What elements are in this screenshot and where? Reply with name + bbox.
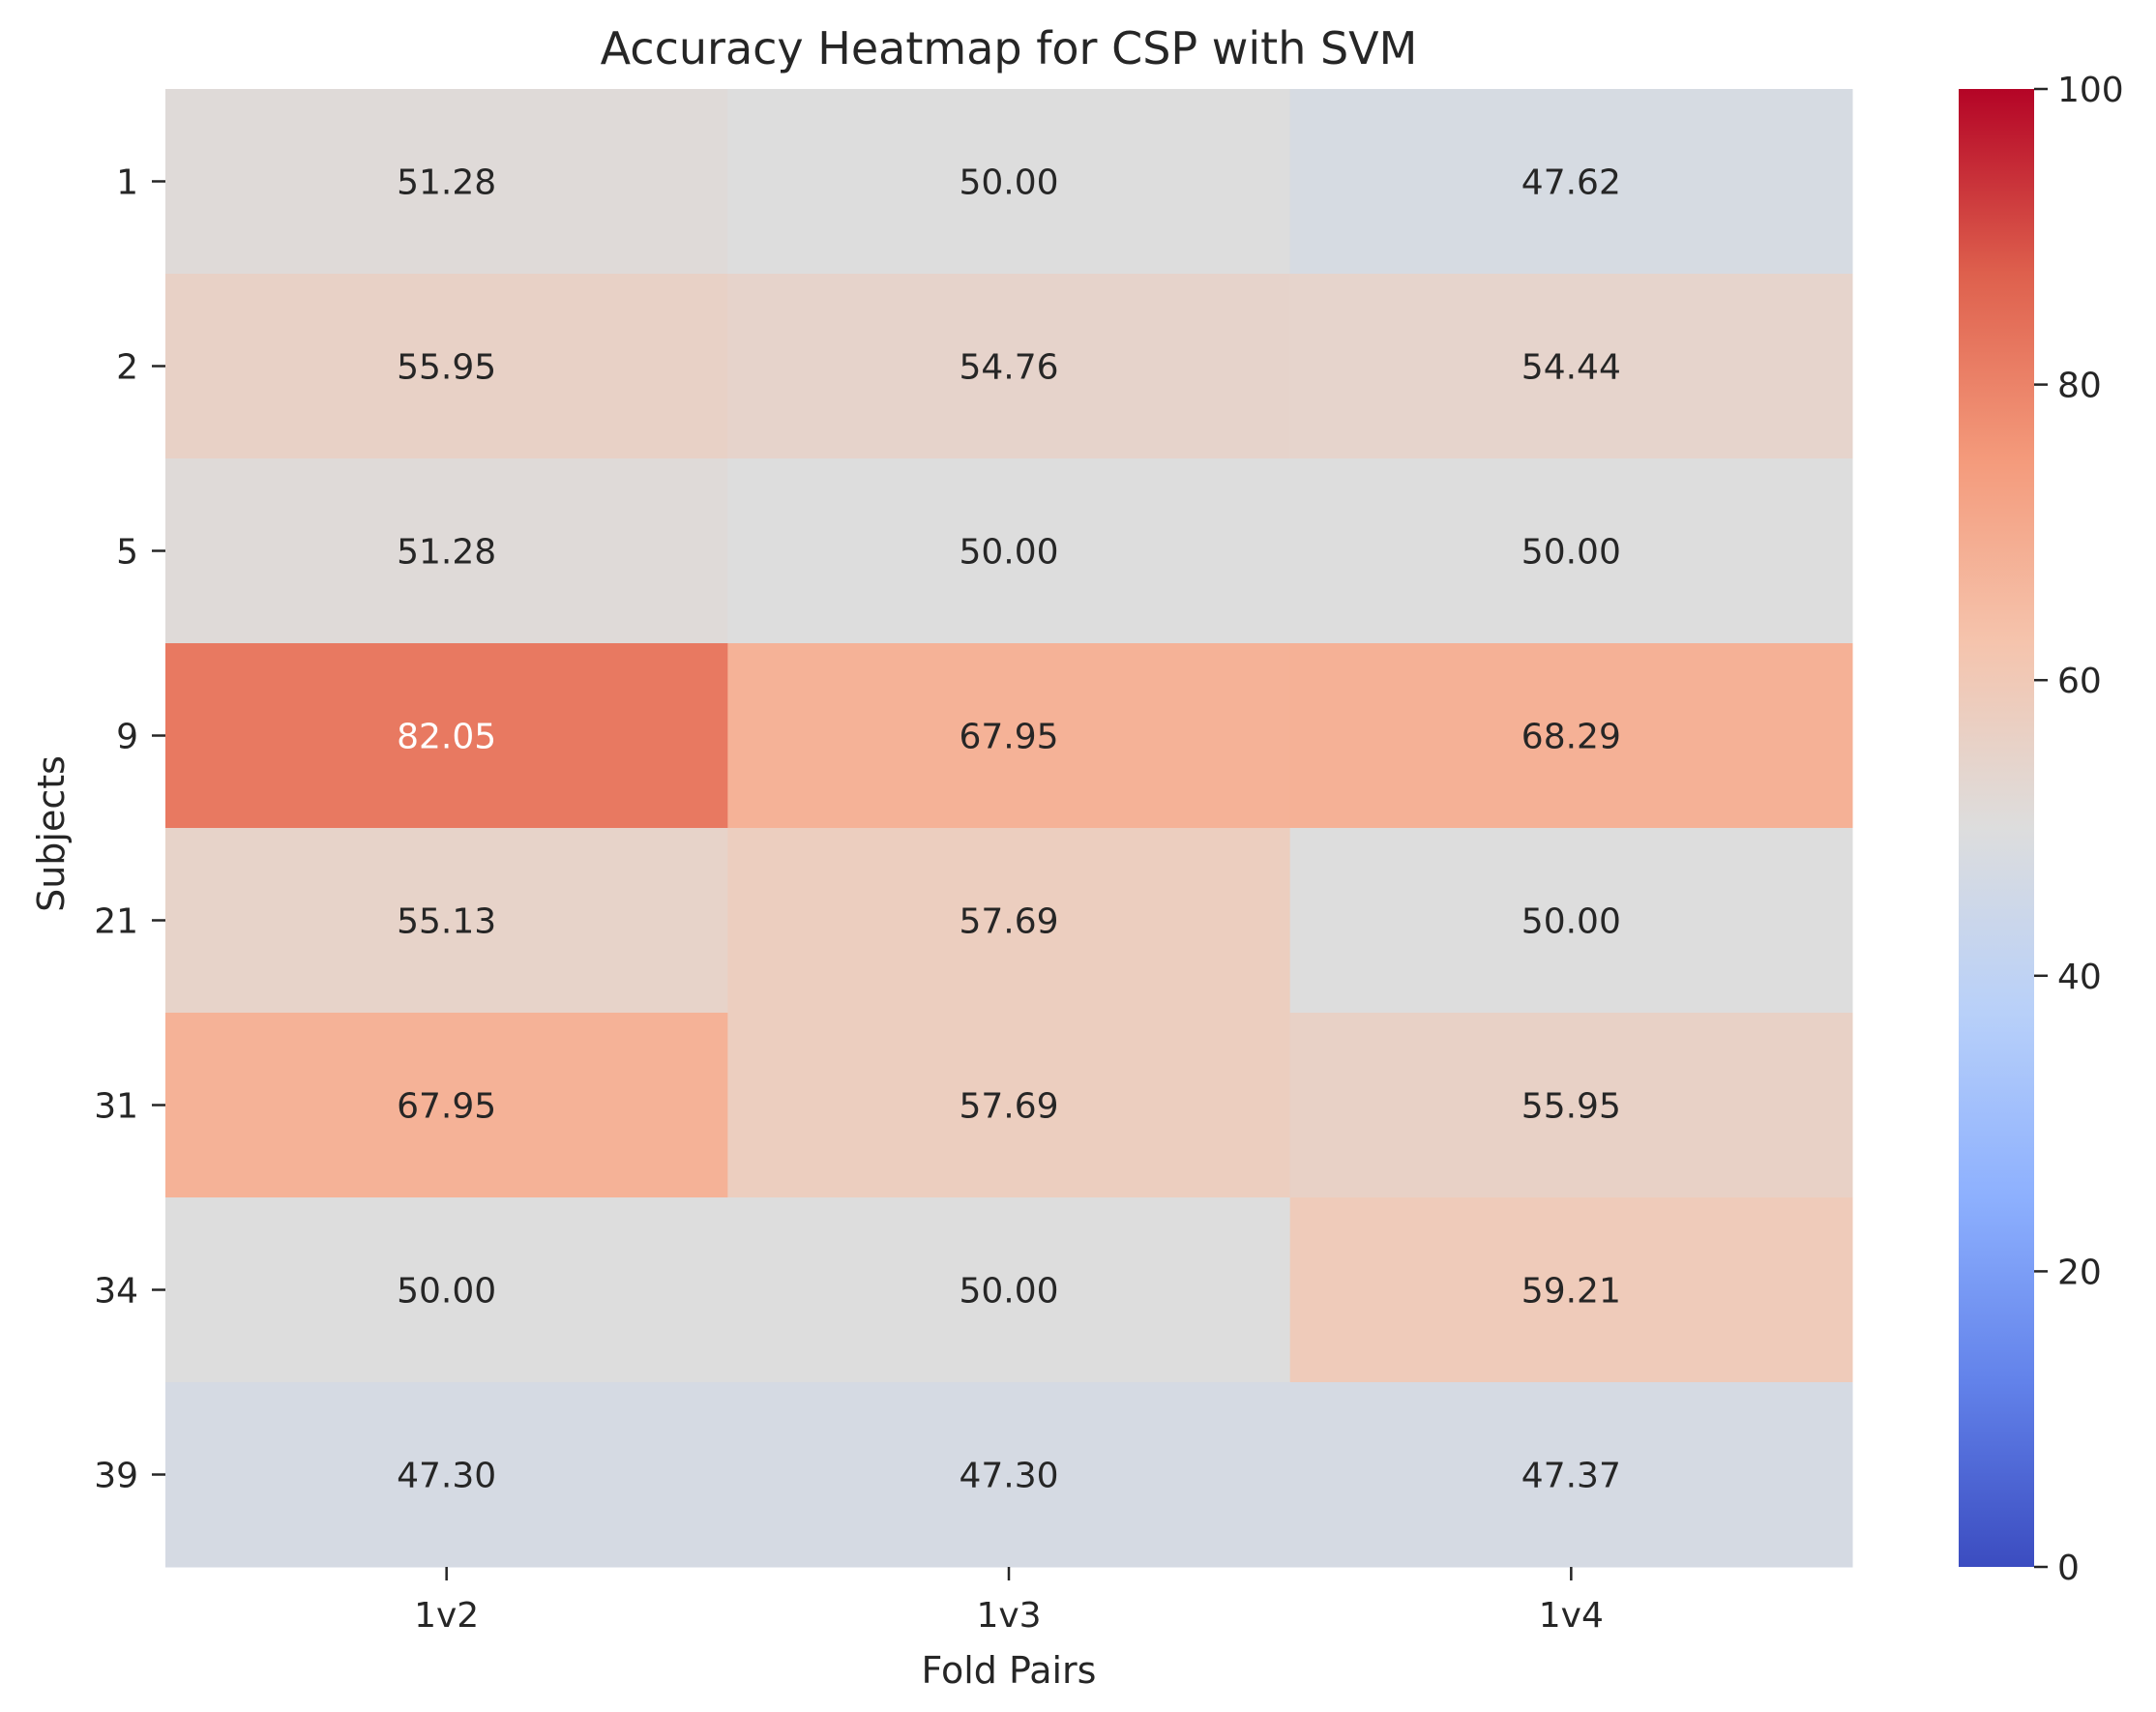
y-tick-label-6: 34 bbox=[94, 1272, 138, 1312]
y-tick-label-4: 21 bbox=[94, 902, 138, 942]
cell-value-label-r0-c0: 51.28 bbox=[397, 163, 496, 203]
cell-value-label-r0-c2: 47.62 bbox=[1521, 163, 1621, 203]
y-axis-label: Subjects bbox=[30, 755, 73, 912]
heatmap-cell-r7-c1 bbox=[727, 1382, 1291, 1568]
cell-value-label-r3-c0: 82.05 bbox=[397, 718, 496, 757]
heatmap-cell-r0-c2 bbox=[1289, 89, 1853, 275]
cell-value-label-r3-c2: 68.29 bbox=[1521, 718, 1621, 757]
cell-value-label-r5-c2: 55.95 bbox=[1521, 1087, 1621, 1127]
heatmap-cell-r3-c2 bbox=[1289, 643, 1853, 829]
x-tick-label-0: 1v2 bbox=[414, 1596, 479, 1636]
heatmap-cell-r2-c2 bbox=[1289, 458, 1853, 644]
colorbar: 0 20 40 60 80 100 bbox=[1959, 71, 2124, 1588]
heatmap-cell-r6-c0 bbox=[165, 1197, 728, 1383]
heatmap-cell-r2-c0 bbox=[165, 458, 728, 644]
cell-value-labels: 51.28 50.00 47.62 55.95 54.76 54.44 51.28 50.00… bbox=[397, 163, 1621, 1496]
heatmap-cell-r7-c0 bbox=[165, 1382, 728, 1568]
cell-value-label-r7-c0: 47.30 bbox=[397, 1457, 496, 1496]
heatmap-cell-r6-c2 bbox=[1289, 1197, 1853, 1383]
heatmap-cell-r4-c2 bbox=[1289, 828, 1853, 1014]
colorbar-tick-label-2: 40 bbox=[2057, 958, 2102, 997]
cell-value-label-r1-c1: 54.76 bbox=[959, 348, 1058, 388]
cell-value-label-r1-c0: 55.95 bbox=[397, 348, 496, 388]
cell-value-label-r2-c0: 51.28 bbox=[397, 533, 496, 573]
heatmap-cell-r2-c1 bbox=[727, 458, 1291, 644]
colorbar-tick-label-4: 80 bbox=[2057, 367, 2102, 406]
chart-title: Accuracy Heatmap for CSP with SVM bbox=[601, 22, 1418, 74]
heatmap-cell-r1-c2 bbox=[1289, 274, 1853, 459]
cell-value-label-r0-c1: 50.00 bbox=[959, 163, 1058, 203]
heatmap-cell-r0-c0 bbox=[165, 89, 728, 275]
heatmap-cell-r0-c1 bbox=[727, 89, 1291, 275]
heatmap-cell-r4-c0 bbox=[165, 828, 728, 1014]
y-tick-label-7: 39 bbox=[94, 1457, 138, 1496]
x-axis: 1v2 1v3 1v4 bbox=[414, 1567, 1604, 1636]
colorbar-tick-label-5: 100 bbox=[2057, 71, 2124, 110]
y-tick-label-0: 1 bbox=[116, 163, 138, 203]
cell-value-label-r7-c2: 47.37 bbox=[1521, 1457, 1621, 1496]
y-tick-label-2: 5 bbox=[116, 533, 138, 573]
cell-value-label-r7-c1: 47.30 bbox=[959, 1457, 1058, 1496]
colorbar-gradient bbox=[1959, 89, 2034, 1567]
heatmap-cell-r5-c2 bbox=[1289, 1013, 1853, 1198]
y-tick-label-3: 9 bbox=[116, 718, 138, 757]
cell-value-label-r5-c1: 57.69 bbox=[959, 1087, 1058, 1127]
heatmap-cell-r3-c1 bbox=[727, 643, 1291, 829]
cell-value-label-r4-c1: 57.69 bbox=[959, 902, 1058, 942]
x-tick-label-2: 1v4 bbox=[1539, 1596, 1604, 1636]
colorbar-tick-label-1: 20 bbox=[2057, 1253, 2102, 1292]
cell-value-label-r6-c0: 50.00 bbox=[397, 1272, 496, 1312]
cell-value-label-r4-c2: 50.00 bbox=[1521, 902, 1621, 942]
y-tick-label-1: 2 bbox=[116, 348, 138, 388]
cell-value-label-r3-c1: 67.95 bbox=[959, 718, 1058, 757]
cell-value-label-r2-c1: 50.00 bbox=[959, 533, 1058, 573]
x-axis-label: Fold Pairs bbox=[922, 1649, 1097, 1692]
heatmap-cells bbox=[165, 89, 1853, 1568]
heatmap-cell-r5-c1 bbox=[727, 1013, 1291, 1198]
heatmap-cell-r3-c0 bbox=[165, 643, 728, 829]
y-tick-label-5: 31 bbox=[94, 1087, 138, 1127]
heatmap-cell-r1-c0 bbox=[165, 274, 728, 459]
cell-value-label-r5-c0: 67.95 bbox=[397, 1087, 496, 1127]
cell-value-label-r2-c2: 50.00 bbox=[1521, 533, 1621, 573]
cell-value-label-r6-c1: 50.00 bbox=[959, 1272, 1058, 1312]
colorbar-tick-label-0: 0 bbox=[2057, 1549, 2080, 1588]
cell-value-label-r1-c2: 54.44 bbox=[1521, 348, 1621, 388]
heatmap-cell-r4-c1 bbox=[727, 828, 1291, 1014]
heatmap-cell-r6-c1 bbox=[727, 1197, 1291, 1383]
y-axis: 1 2 5 9 21 31 34 39 bbox=[94, 163, 165, 1496]
cell-value-label-r4-c0: 55.13 bbox=[397, 902, 496, 942]
heatmap-cell-r5-c0 bbox=[165, 1013, 728, 1198]
cell-value-label-r6-c2: 59.21 bbox=[1521, 1272, 1621, 1312]
x-tick-label-1: 1v3 bbox=[976, 1596, 1041, 1636]
colorbar-tick-label-3: 60 bbox=[2057, 662, 2102, 701]
heatmap-cell-r1-c1 bbox=[727, 274, 1291, 459]
heatmap-cell-r7-c2 bbox=[1289, 1382, 1853, 1568]
